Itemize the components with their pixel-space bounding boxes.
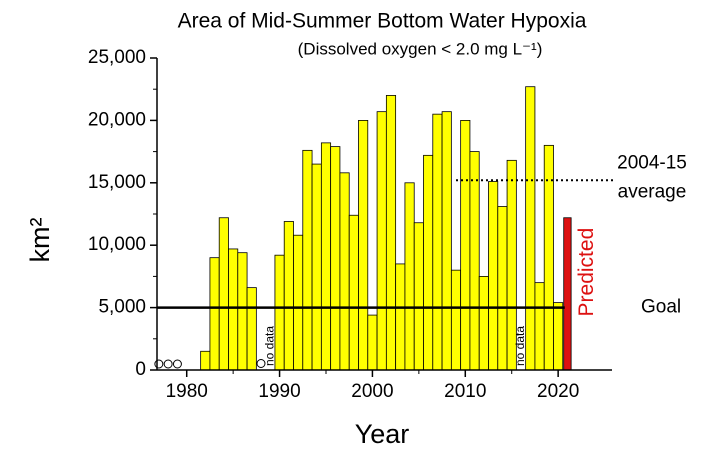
y-tick-label: 20,000: [88, 109, 146, 130]
bar: [209, 257, 220, 371]
bar: [283, 221, 294, 371]
predicted-bar: [563, 217, 572, 371]
bar: [497, 206, 508, 371]
bar: [246, 287, 257, 371]
bar: [488, 181, 499, 371]
bar: [543, 144, 554, 371]
bar: [339, 172, 350, 371]
bar: [200, 350, 211, 371]
x-tick-label: 2020: [537, 381, 579, 402]
bar: [302, 149, 313, 371]
x-tick-label: 2000: [351, 381, 393, 402]
bar: [385, 95, 397, 371]
bar: [367, 314, 378, 371]
bar: [469, 151, 480, 371]
bar: [450, 269, 462, 371]
bar: [432, 113, 443, 371]
y-tick-label: 0: [135, 359, 146, 380]
bar: [404, 182, 415, 371]
bar: [348, 214, 359, 371]
bar: [413, 222, 424, 371]
no-data-label: no data: [262, 326, 276, 366]
zero-marker: [163, 359, 173, 369]
bar: [330, 146, 341, 371]
bar: [423, 154, 434, 371]
y-tick-label: 25,000: [88, 47, 146, 68]
x-tick-label: 1990: [258, 381, 300, 402]
bar: [311, 163, 322, 371]
bar: [358, 120, 369, 371]
bar: [228, 248, 239, 371]
zero-marker: [256, 359, 266, 369]
x-axis-label: Year: [355, 419, 410, 449]
average-label: average: [618, 181, 687, 202]
average-label: 2004-15: [617, 152, 687, 173]
bar: [320, 142, 332, 371]
bar: [534, 282, 545, 371]
zero-marker: [154, 359, 164, 369]
goal-label: Goal: [641, 297, 681, 318]
y-tick-label: 15,000: [88, 172, 146, 193]
bar: [237, 252, 248, 371]
y-tick-label: 10,000: [88, 234, 146, 255]
zero-marker: [172, 359, 182, 369]
bar: [218, 217, 229, 371]
bar: [460, 120, 471, 371]
chart-subtitle: (Dissolved oxygen < 2.0 mg L⁻¹): [298, 39, 543, 58]
bar: [376, 111, 387, 371]
bar: [478, 275, 489, 371]
x-tick-label: 2010: [444, 381, 486, 402]
y-tick-label: 5,000: [98, 297, 146, 318]
bar: [553, 302, 564, 371]
bar: [293, 234, 304, 371]
no-data-label: no data: [513, 326, 527, 366]
x-tick-label: 1980: [166, 381, 208, 402]
predicted-label: Predicted: [575, 228, 598, 317]
bar: [395, 263, 406, 371]
bar: [441, 111, 452, 371]
chart-title: Area of Mid-Summer Bottom Water Hypoxia: [178, 10, 587, 33]
y-axis-label: km²: [25, 218, 55, 263]
